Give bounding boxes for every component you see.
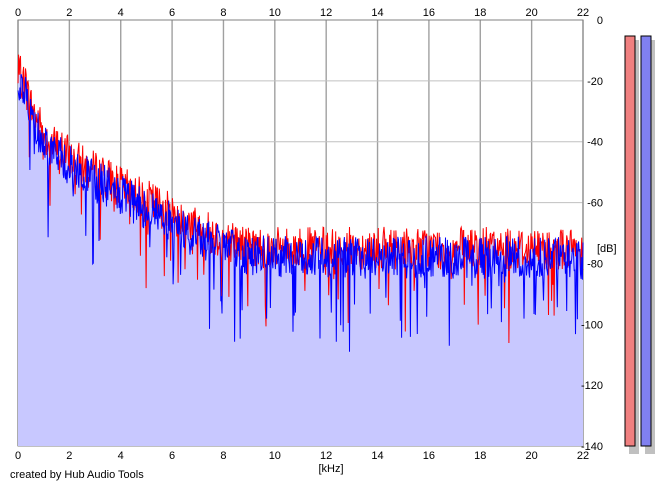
y-tick-label: -100: [581, 319, 603, 331]
y-tick-label: -60: [587, 198, 603, 210]
y-tick-label: -40: [587, 137, 603, 149]
x-tick-label-bottom: 12: [320, 450, 332, 462]
x-tick-label-bottom: 18: [474, 450, 486, 462]
x-tick-label-bottom: 8: [220, 450, 226, 462]
level-meter-right: [640, 35, 652, 447]
x-tick-label-top: 6: [169, 7, 175, 19]
x-tick-label-bottom: 0: [15, 450, 21, 462]
y-tick-label: -20: [587, 76, 603, 88]
x-tick-label-bottom: 2: [66, 450, 72, 462]
x-tick-label-bottom: 14: [371, 450, 383, 462]
y-axis-label: [dB]: [597, 243, 617, 255]
series-line-1: [17, 73, 584, 352]
x-tick-label-top: 16: [423, 7, 435, 19]
x-tick-label-bottom: 4: [118, 450, 124, 462]
y-tick-label: -140: [581, 441, 603, 453]
x-tick-label-top: 0: [15, 7, 21, 19]
x-tick-label-top: 22: [577, 7, 589, 19]
x-tick-label-bottom: 20: [526, 450, 538, 462]
x-tick-label-bottom: 16: [423, 450, 435, 462]
x-tick-label-top: 18: [474, 7, 486, 19]
credit-text: created by Hub Audio Tools: [10, 469, 144, 481]
level-meter-left: [624, 35, 636, 447]
x-tick-label-top: 4: [118, 7, 124, 19]
x-tick-label-bottom: 22: [577, 450, 589, 462]
x-tick-label-bottom: 10: [269, 450, 281, 462]
x-tick-label-bottom: 6: [169, 450, 175, 462]
x-tick-label-top: 12: [320, 7, 332, 19]
x-tick-label-top: 20: [526, 7, 538, 19]
y-tick-label: -80: [587, 258, 603, 270]
x-tick-label-top: 10: [269, 7, 281, 19]
series-line-0: [17, 54, 584, 344]
y-tick-label: 0: [597, 15, 603, 27]
x-axis-label: [kHz]: [318, 463, 343, 475]
x-tick-label-top: 14: [371, 7, 383, 19]
x-tick-label-top: 8: [220, 7, 226, 19]
x-tick-label-top: 2: [66, 7, 72, 19]
y-tick-label: -120: [581, 380, 603, 392]
